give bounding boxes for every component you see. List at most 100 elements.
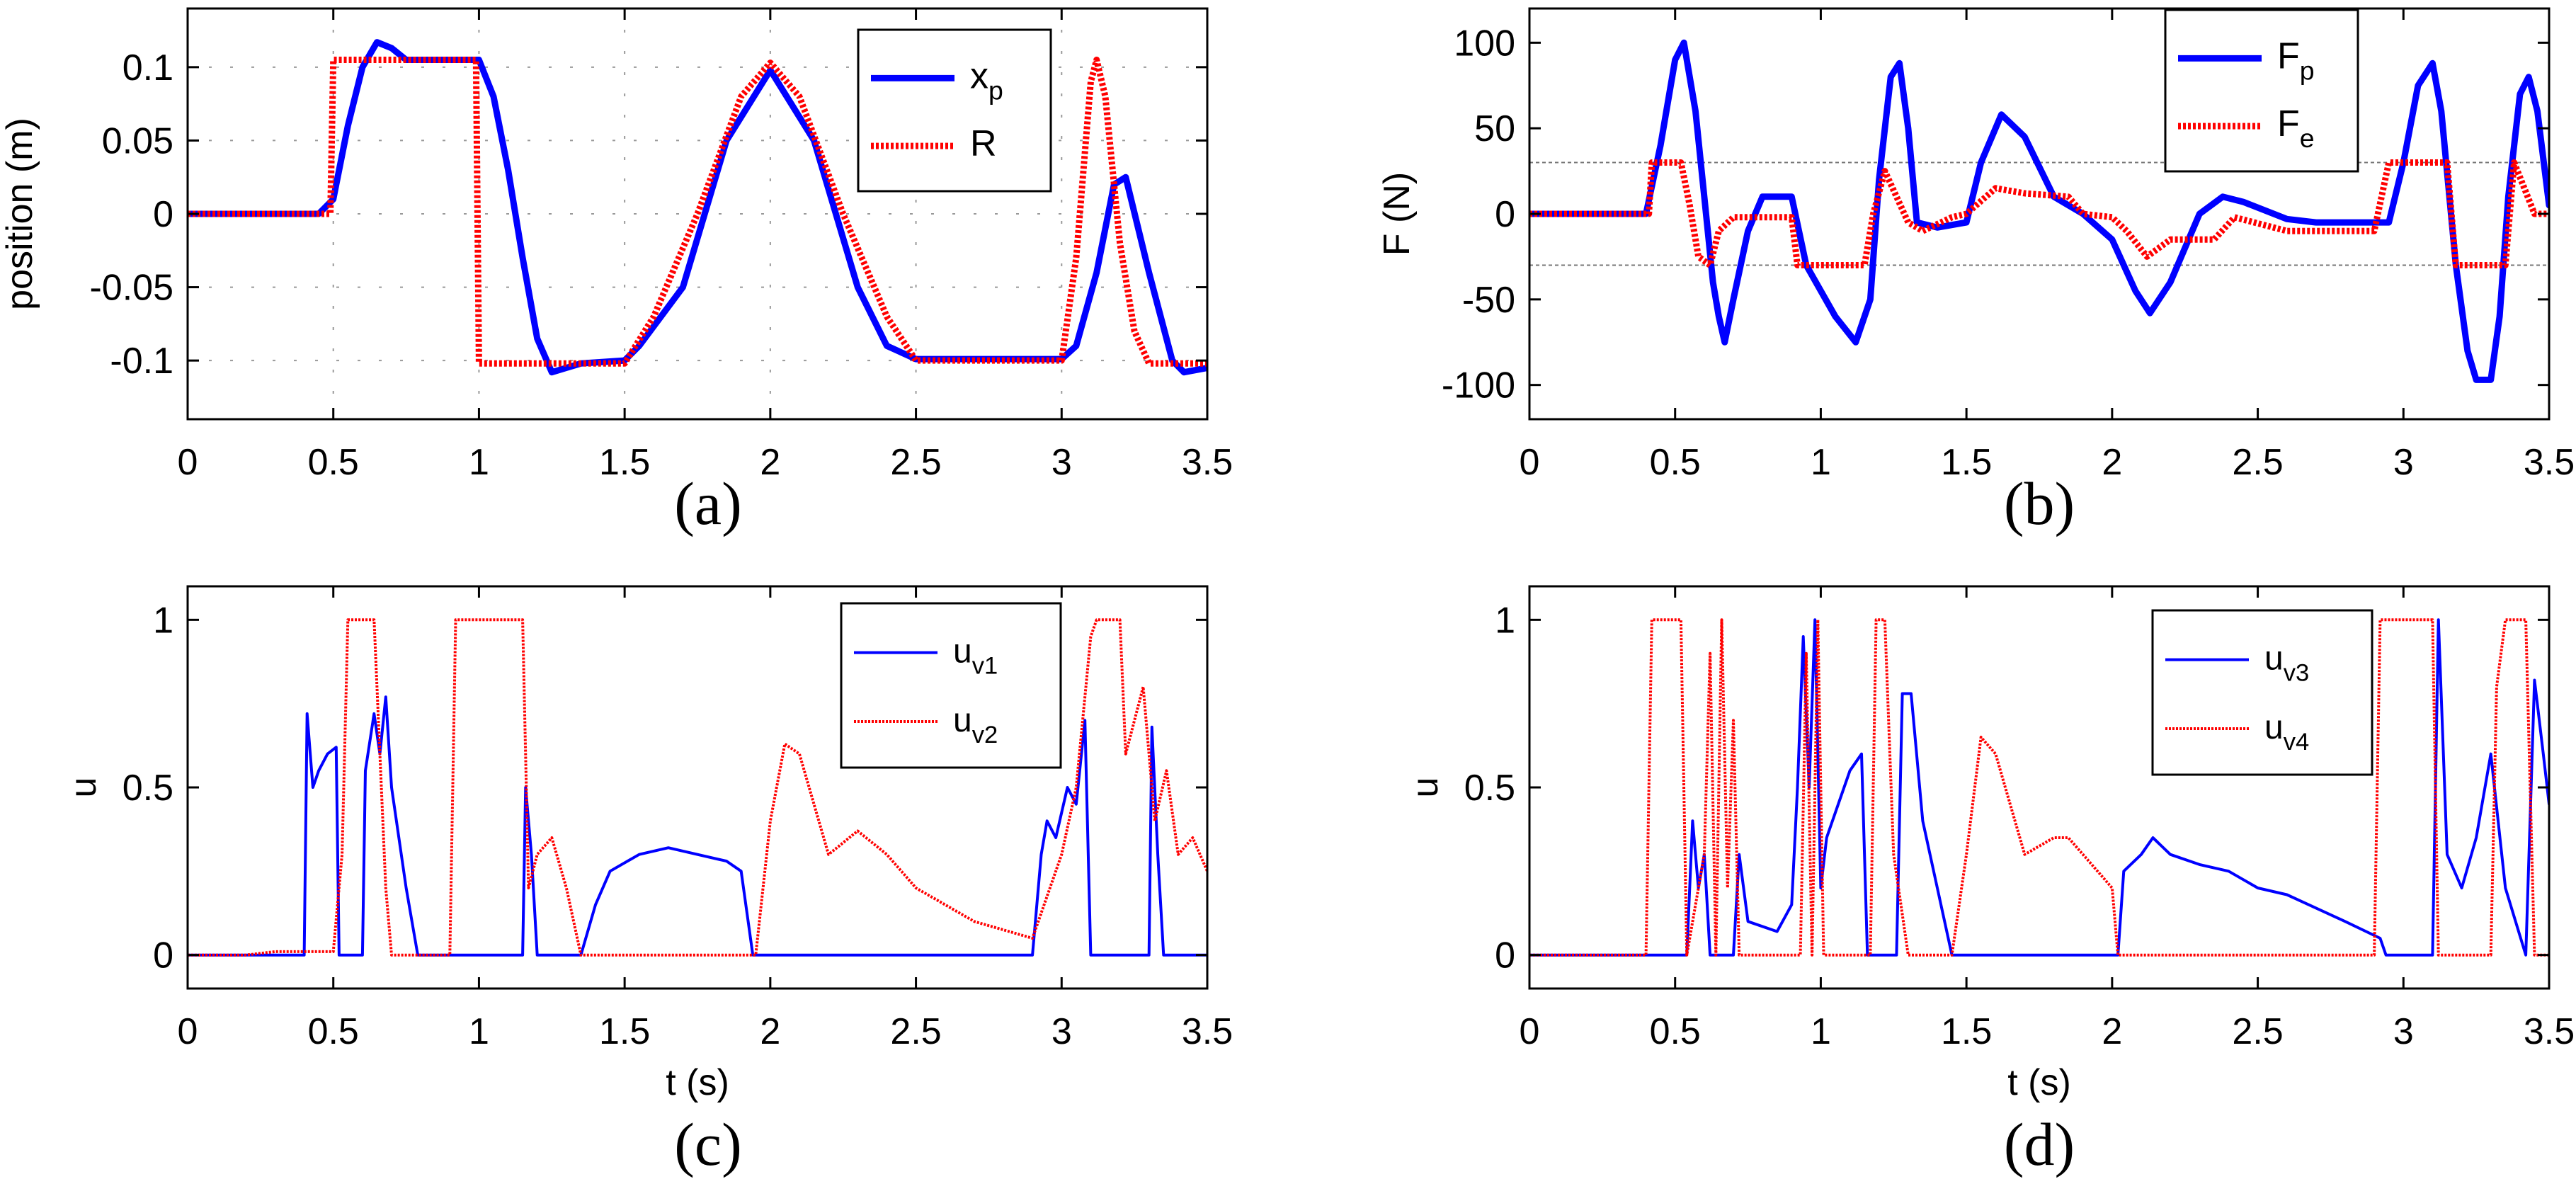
x-tick-label: 0.5 [1650, 1011, 1701, 1052]
legend: xpR [857, 28, 1052, 193]
legend-name: F [2277, 103, 2300, 144]
grid [188, 8, 1207, 419]
y-tick-label: 1 [1495, 600, 1515, 641]
series-line-Fe [1529, 159, 2549, 268]
x-tick-label: 0.5 [1650, 442, 1701, 483]
y-tick-label: -0.1 [110, 341, 173, 382]
y-axis: 00.51 [122, 600, 1207, 976]
legend-name: u [953, 633, 972, 671]
legend-subscript: p [2300, 55, 2315, 85]
legend-subscript: e [2300, 123, 2315, 153]
x-tick-label: 3.5 [2524, 442, 2575, 483]
x-tick-label: 1 [1811, 442, 1831, 483]
y-tick-label: 0.05 [102, 120, 173, 161]
y-tick-label: -100 [1442, 365, 1515, 406]
legend-name: u [2264, 640, 2284, 678]
series-line-uv4 [1529, 618, 2549, 957]
x-tick-label: 0.5 [308, 1011, 359, 1052]
series-line-uv1 [188, 695, 1207, 957]
y-tick-label: 0 [153, 935, 173, 976]
legend-label: R [970, 123, 997, 164]
x-tick-label: 2.5 [2232, 1011, 2283, 1052]
legend-subscript: v3 [2284, 660, 2310, 687]
y-axis: 00.51 [1464, 600, 2549, 976]
x-tick-label: 2.5 [2232, 442, 2283, 483]
x-tick-label: 3 [1052, 442, 1072, 483]
series-line-R [188, 57, 1207, 367]
legend-subscript: v2 [972, 722, 998, 748]
y-tick-label: 0 [153, 194, 173, 235]
panel-a: 0 0.5 1 1.5 2 2.5 3 3.5 -0.1 -0.05 0 0.05 0.1 positio… [0, 7, 1233, 537]
y-axis-label: F (N) [1377, 172, 1418, 256]
y-axis-label: u [63, 778, 104, 798]
legend-subscript: v4 [2284, 729, 2310, 756]
y-tick-label: 50 [1474, 108, 1515, 149]
x-tick-label: 2 [760, 1011, 780, 1052]
x-tick-label: 2.5 [890, 442, 941, 483]
legend-box [2164, 8, 2359, 173]
y-axis: -0.1 -0.05 0 0.05 0.1 [89, 47, 1207, 382]
x-tick-label: 2 [2102, 442, 2122, 483]
x-tick-label: 0 [1520, 1011, 1540, 1052]
y-tick-label: -0.05 [89, 268, 173, 309]
legend-subscript: v1 [972, 653, 998, 680]
x-tick-label: 0.5 [308, 442, 359, 483]
series-group [1529, 618, 2549, 957]
x-axis-label: t (s) [666, 1062, 729, 1103]
x-tick-label: 1.5 [599, 442, 650, 483]
x-tick-label: 1 [469, 442, 489, 483]
x-axis: 0 0.5 1 1.5 2 2.5 3 3.5 [1520, 586, 2575, 1052]
y-tick-label: 0.5 [1464, 768, 1515, 809]
legend-name: F [2277, 35, 2300, 76]
x-tick-label: 3.5 [2524, 1011, 2575, 1052]
y-axis-label: position (m) [0, 118, 40, 310]
legend-name: x [970, 55, 988, 96]
y-tick-label: -50 [1462, 280, 1515, 321]
legend-box [840, 602, 1062, 769]
x-axis: 0 0.5 1 1.5 2 2.5 3 3.5 [178, 8, 1233, 483]
x-axis: 0 0.5 1 1.5 2 2.5 3 3.5 [178, 586, 1233, 1052]
x-tick-label: 2 [2102, 1011, 2122, 1052]
y-tick-label: 0 [1495, 194, 1515, 235]
legend-name: u [2264, 709, 2284, 746]
legend-box [857, 28, 1052, 193]
panel-caption: (d) [2004, 1110, 2075, 1178]
legend-box [2151, 609, 2373, 776]
x-tick-label: 2.5 [890, 1011, 941, 1052]
x-tick-label: 3 [2393, 1011, 2414, 1052]
x-axis: 0 0.5 1 1.5 2 2.5 3 3.5 [1520, 8, 2575, 483]
y-tick-label: 0 [1495, 935, 1515, 976]
x-tick-label: 1.5 [1941, 442, 1992, 483]
x-tick-label: 3.5 [1182, 442, 1233, 483]
series-line-uv3 [1529, 618, 2549, 957]
x-axis-label: t (s) [2007, 1062, 2071, 1103]
legend-label: uv3 [2264, 640, 2309, 687]
y-tick-label: 1 [153, 600, 173, 641]
y-axis: -100 -50 0 50 100 [1442, 23, 2549, 406]
panel-caption: (b) [2004, 469, 2075, 537]
x-tick-label: 3 [2393, 442, 2414, 483]
x-tick-label: 1 [469, 1011, 489, 1052]
panels: 0 0.5 1 1.5 2 2.5 3 3.5-0.1-0.0500.050.1positio… [0, 7, 2575, 1178]
x-tick-label: 3.5 [1182, 1011, 1233, 1052]
series-line-Fp [1529, 39, 2549, 383]
series-group [1529, 39, 2549, 383]
series-group [188, 39, 1207, 376]
x-tick-label: 1.5 [1941, 1011, 1992, 1052]
legend-label: Fe [2277, 103, 2315, 153]
x-tick-label: 1 [1811, 1011, 1831, 1052]
y-tick-label: 0.5 [122, 768, 173, 809]
x-tick-label: 2 [760, 442, 780, 483]
legend-label: uv4 [2264, 709, 2309, 756]
series-group [188, 618, 1207, 957]
x-tick-label: 3 [1052, 1011, 1072, 1052]
legend-name: R [970, 123, 997, 164]
legend-label: uv1 [953, 633, 998, 680]
